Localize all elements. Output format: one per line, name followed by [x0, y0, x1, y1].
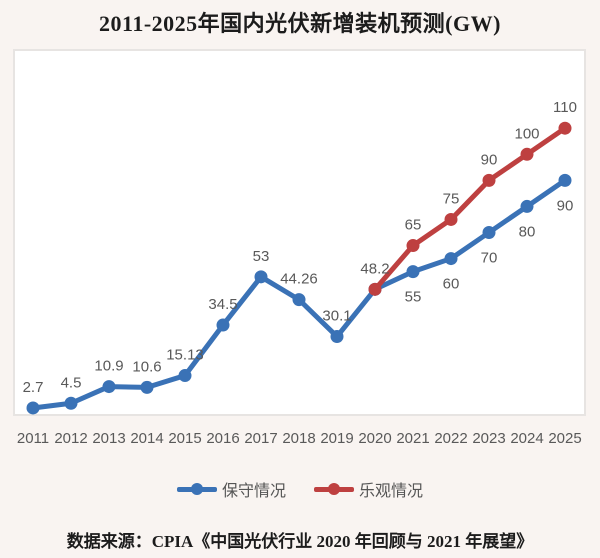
optimistic-data-label: 75 — [443, 190, 460, 207]
conservative-data-point — [330, 330, 344, 344]
optimistic-data-label: 100 — [514, 125, 539, 142]
optimistic-data-label: 110 — [553, 99, 577, 116]
conservative-data-label: 70 — [481, 250, 498, 267]
conservative-data-point — [140, 380, 154, 394]
optimistic-data-label: 90 — [481, 151, 498, 168]
legend-item-optimistic: 乐观情况 — [314, 477, 423, 501]
legend-dot-icon — [328, 483, 340, 495]
x-axis-label: 2014 — [130, 430, 163, 447]
conservative-data-point — [178, 369, 192, 383]
optimistic-data-label: 65 — [405, 217, 422, 234]
x-axis-label: 2020 — [358, 430, 391, 447]
conservative-data-label: 30.1 — [322, 308, 351, 325]
legend-label: 乐观情况 — [359, 483, 424, 500]
legend-label: 保守情况 — [221, 483, 286, 500]
conservative-data-point — [102, 380, 116, 394]
conservative-data-point — [520, 199, 534, 213]
legend-dot-icon — [190, 483, 203, 495]
source-note: 数据来源：CPIA《中国光伏行业 2020 年回顾与 2021 年展望》 — [66, 532, 534, 551]
conservative-data-label: 10.9 — [94, 358, 123, 375]
chart-title: 2011-2025年国内光伏新增装机预测(GW) — [99, 11, 501, 36]
optimistic-data-point — [558, 121, 572, 135]
x-axis-label: 2018 — [282, 430, 315, 447]
conservative-data-label: 55 — [405, 289, 422, 306]
conservative-data-label: 2.7 — [23, 379, 44, 396]
x-axis-label: 2013 — [92, 430, 125, 447]
legend-line-marker-icon — [176, 483, 217, 495]
optimistic-data-label: 48.2 — [360, 260, 389, 277]
conservative-data-point — [292, 293, 306, 307]
optimistic-line — [372, 125, 568, 292]
conservative-data-point — [254, 270, 268, 284]
x-axis-label: 2022 — [434, 430, 467, 447]
conservative-data-label: 53 — [253, 248, 270, 265]
x-axis-label: 2016 — [206, 430, 239, 447]
x-axis-label: 2025 — [548, 430, 581, 447]
conservative-data-label: 34.5 — [208, 296, 237, 313]
legend-line-marker-icon — [314, 483, 354, 495]
x-axis-label: 2021 — [396, 430, 429, 447]
conservative-data-label: 10.6 — [132, 358, 161, 375]
optimistic-data-point — [406, 239, 420, 253]
conservative-data-point — [482, 226, 496, 239]
optimistic-data-point — [368, 282, 382, 296]
conservative-data-label: 44.26 — [280, 271, 318, 288]
conservative-data-label: 4.5 — [61, 374, 82, 391]
x-axis-label: 2024 — [510, 430, 543, 447]
plot-area: 2011 2012 2013 2014 2015 2016 2017 2018 2019 2020… — [13, 49, 586, 447]
conservative-data-label: 80 — [519, 223, 536, 240]
conservative-data-point — [406, 265, 420, 279]
optimistic-data-point — [482, 173, 496, 187]
optimistic-data-point — [444, 212, 458, 226]
optimistic-data-point — [520, 147, 534, 161]
x-axis-label: 2019 — [320, 430, 353, 447]
conservative-data-label: 90 — [557, 197, 574, 214]
x-axis-label: 2015 — [168, 430, 201, 447]
x-axis-label: 2023 — [472, 430, 505, 447]
conservative-data-point — [26, 401, 40, 415]
conservative-data-label: 60 — [443, 276, 460, 293]
conservative-data-point — [64, 396, 78, 410]
conservative-data-point — [444, 252, 458, 266]
conservative-data-label: 15.13 — [166, 347, 204, 364]
legend: 保守情况 乐观情况 — [0, 477, 600, 501]
x-axis-label: 2011 — [17, 430, 49, 447]
conservative-data-point — [216, 318, 230, 332]
conservative-data-point — [558, 173, 572, 187]
x-axis-label: 2012 — [54, 430, 87, 447]
legend-item-conservative: 保守情况 — [176, 477, 286, 501]
x-axis-label: 2017 — [244, 430, 277, 447]
